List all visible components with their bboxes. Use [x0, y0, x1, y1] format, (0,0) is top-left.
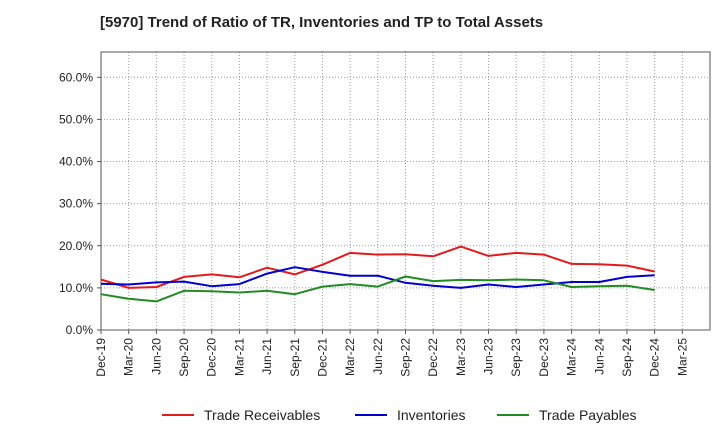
x-tick-label: Jun-22: [371, 338, 385, 375]
x-tick-label: Mar-23: [454, 338, 468, 376]
legend-label: Inventories: [397, 407, 465, 423]
y-tick-label: 10.0%: [59, 281, 93, 295]
x-tick-label: Sep-20: [177, 338, 191, 377]
y-tick-label: 0.0%: [66, 323, 94, 337]
x-tick-label: Mar-25: [675, 338, 689, 376]
x-tick-label: Dec-19: [94, 338, 108, 377]
legend-label: Trade Payables: [539, 407, 637, 423]
x-tick-label: Jun-23: [482, 338, 496, 375]
y-tick-label: 60.0%: [59, 70, 93, 84]
x-axis: Dec-19 Mar-20 Jun-20 Sep-20 Dec-20 Mar-21 Jun-…: [94, 330, 689, 377]
x-tick-label: Mar-24: [565, 338, 579, 376]
x-tick-label: Mar-20: [122, 338, 136, 376]
y-tick-label: 30.0%: [59, 197, 93, 211]
x-tick-label: Dec-23: [537, 338, 551, 377]
x-tick-label: Dec-21: [315, 338, 329, 377]
chart-title: [5970] Trend of Ratio of TR, Inventories…: [100, 14, 544, 31]
y-axis: 0.0% 10.0% 20.0% 30.0% 40.0% 50.0% 60.0%: [59, 70, 101, 337]
y-tick-label: 20.0%: [59, 239, 93, 253]
x-tick-label: Sep-23: [509, 338, 523, 377]
x-tick-label: Dec-20: [205, 338, 219, 377]
series-line-trade-payables: [100, 275, 655, 303]
grid: [101, 52, 710, 330]
legend-label: Trade Receivables: [204, 407, 320, 423]
y-tick-label: 50.0%: [59, 112, 93, 126]
x-tick-label: Mar-21: [232, 338, 246, 376]
x-tick-label: Dec-24: [648, 338, 662, 377]
x-tick-label: Jun-24: [592, 338, 606, 375]
legend: Trade Receivables Inventories Trade Payabl…: [162, 407, 637, 423]
y-tick-label: 40.0%: [59, 155, 93, 169]
series-line-inventories: [100, 266, 655, 289]
series-lines: [100, 245, 655, 303]
series-line-trade-receivables: [100, 245, 655, 289]
x-tick-label: Sep-22: [399, 338, 413, 377]
x-tick-label: Jun-21: [260, 338, 274, 375]
x-tick-label: Dec-22: [426, 338, 440, 377]
x-tick-label: Mar-22: [343, 338, 357, 376]
x-tick-label: Sep-21: [288, 338, 302, 377]
x-tick-label: Jun-20: [149, 338, 163, 375]
x-tick-label: Sep-24: [620, 338, 634, 377]
